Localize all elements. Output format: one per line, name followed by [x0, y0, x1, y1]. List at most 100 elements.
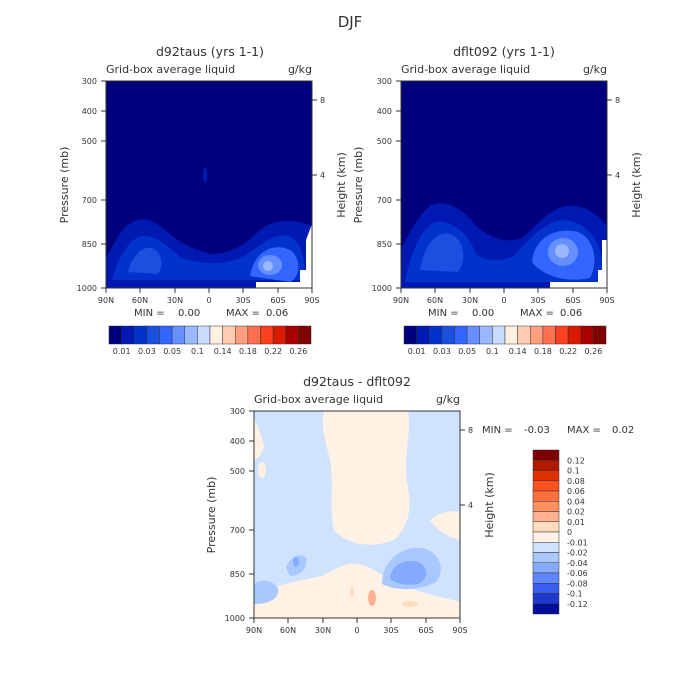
contour-band	[258, 462, 266, 478]
y2-tick-label: 8	[615, 96, 620, 105]
colorbar-label: -0.1	[567, 590, 583, 599]
y2-tick-label: 8	[468, 426, 473, 435]
y-tick-label: 850	[230, 570, 245, 579]
x-tick-label: 60S	[270, 296, 285, 305]
panel-units: g/kg	[436, 393, 460, 406]
colorbar-swatch	[159, 325, 173, 345]
contour-band	[430, 511, 460, 540]
colorbar-swatch	[441, 325, 455, 345]
panel-units: g/kg	[288, 63, 312, 76]
x-tick-label: 90S	[599, 296, 614, 305]
y-tick-label: 700	[82, 196, 97, 205]
y2-axis: 8 4 Height (km)	[460, 426, 496, 538]
contour-band	[203, 167, 207, 183]
colorbar-swatch	[184, 325, 198, 345]
panel-1: d92taus (yrs 1-1) Grid-box average liqui…	[58, 44, 348, 356]
y-tick-label: 1000	[372, 284, 392, 293]
y-tick-label: 700	[377, 196, 392, 205]
colorbar-label: 0.02	[567, 508, 585, 517]
colorbar-swatch	[298, 325, 312, 345]
colorbar-swatch	[532, 603, 560, 615]
y-tick-label: 400	[82, 107, 97, 116]
colorbar-label: 0.22	[264, 347, 282, 356]
colorbar-label: 0.26	[584, 347, 602, 356]
x-tick-label: 60N	[280, 626, 296, 635]
y-tick-label: 500	[230, 467, 245, 476]
colorbar-swatch	[532, 542, 560, 553]
panel-3: d92taus - dflt092 Grid-box average liqui…	[205, 374, 634, 635]
colorbar-label: -0.02	[567, 549, 588, 558]
colorbar-label: 0.01	[567, 518, 585, 527]
missing-data	[256, 224, 312, 288]
colorbar-label: 0.1	[191, 347, 204, 356]
panel-units: g/kg	[583, 63, 607, 76]
plot-area	[106, 81, 312, 288]
contour-band	[254, 580, 279, 604]
y2-axis: 8 4 Height (km)	[607, 96, 643, 218]
y-tick-label: 500	[377, 137, 392, 146]
colorbar-label: 0.03	[138, 347, 156, 356]
x-tick-label: 90N	[393, 296, 409, 305]
colorbar-swatch	[134, 325, 148, 345]
colorbar-label: 0.18	[239, 347, 257, 356]
colorbar-label: 0.18	[534, 347, 552, 356]
colorbar-swatch	[108, 325, 122, 345]
contour-band	[263, 261, 273, 271]
x-tick-label: 0	[354, 626, 359, 635]
colorbar-label: 0	[567, 528, 572, 537]
colorbar-label: 0.12	[567, 456, 585, 465]
colorbar-swatch	[260, 325, 274, 345]
colorbar-label: 0.01	[408, 347, 426, 356]
panel-title: d92taus - dflt092	[303, 374, 411, 389]
min-label: MIN =	[134, 308, 165, 319]
y-tick-label: 850	[82, 240, 97, 249]
y-tick-label: 700	[230, 526, 245, 535]
contour-band	[350, 587, 354, 597]
colorbar-swatch	[532, 480, 560, 492]
colorbar-label: 0.08	[567, 477, 585, 486]
missing-data	[550, 240, 607, 288]
colorbar-label: -0.01	[567, 538, 588, 547]
figure-title: DJF	[338, 13, 363, 31]
colorbar-label: 0.1	[486, 347, 499, 356]
y-tick-label: 300	[82, 77, 97, 86]
x-axis: 90N 60N 30N 0 30S 60S 90S	[246, 618, 468, 635]
colorbar-label: 0.05	[163, 347, 181, 356]
x-tick-label: 60N	[427, 296, 443, 305]
contour-band	[368, 590, 376, 606]
x-tick-label: 30S	[235, 296, 250, 305]
colorbar-swatch	[532, 470, 560, 481]
colorbar-swatch	[403, 325, 417, 345]
y2-axis-label: Height (km)	[483, 472, 496, 538]
y-axis-label: Pressure (mb)	[205, 477, 218, 554]
panel-subtitle: Grid-box average liquid	[106, 63, 235, 76]
min-value: 0.00	[472, 308, 494, 319]
colorbar-swatch	[532, 501, 560, 512]
colorbar-swatch	[580, 325, 594, 345]
colorbar-swatch	[197, 325, 211, 345]
y2-tick-label: 4	[468, 501, 473, 510]
colorbar-label: -0.04	[567, 559, 588, 568]
colorbar-swatch	[222, 325, 236, 345]
x-tick-label: 60S	[418, 626, 433, 635]
y2-tick-label: 8	[320, 96, 325, 105]
x-tick-label: 0	[501, 296, 506, 305]
colorbar-label: 0.01	[113, 347, 131, 356]
colorbar-swatch	[532, 583, 560, 594]
colorbar-label: 0.1	[567, 467, 580, 476]
y-tick-label: 400	[230, 437, 245, 446]
colorbar-swatch	[532, 449, 560, 461]
y-axis-label: Pressure (mb)	[58, 147, 71, 224]
colorbar-swatch	[247, 325, 261, 345]
colorbar-swatch	[517, 325, 531, 345]
max-label: MAX =	[520, 308, 554, 319]
contour-band	[402, 601, 418, 607]
colorbar-swatch	[171, 325, 185, 345]
panel-subtitle: Grid-box average liquid	[254, 393, 383, 406]
colorbar-label: 0.22	[559, 347, 577, 356]
x-tick-label: 60N	[132, 296, 148, 305]
y-axis: 300 400 500 700 850 1000 Pressure (mb)	[205, 407, 254, 623]
x-tick-label: 30S	[383, 626, 398, 635]
colorbar-swatch	[121, 325, 135, 345]
